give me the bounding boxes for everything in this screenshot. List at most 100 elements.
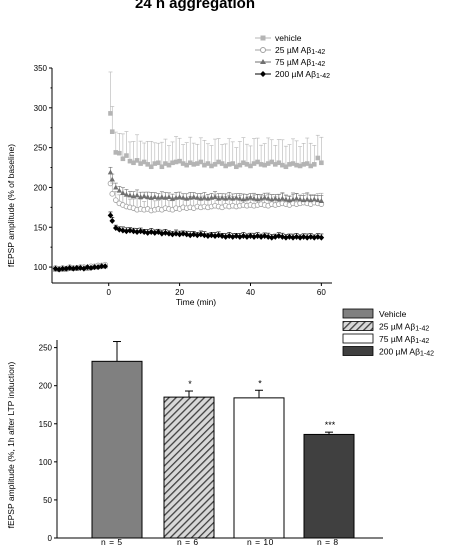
data-point (276, 160, 282, 166)
data-point (159, 164, 165, 170)
data-point (187, 160, 193, 166)
data-point (279, 195, 286, 201)
data-point (233, 194, 240, 200)
data-point (152, 194, 158, 199)
data-point (216, 159, 221, 165)
series-4 (52, 211, 325, 273)
data-point (212, 194, 218, 199)
y-tick-label: 200 (39, 382, 53, 391)
data-point (144, 229, 151, 236)
data-point (261, 233, 268, 240)
data-point (287, 162, 292, 167)
data-point (265, 233, 272, 240)
data-point (134, 192, 140, 198)
data-point (208, 232, 215, 239)
data-point (123, 228, 130, 235)
data-point (127, 227, 133, 234)
legend-label: 75 µM Aβ1-42 (275, 57, 325, 68)
data-point (315, 233, 321, 240)
legend-label: Vehicle (379, 309, 407, 319)
data-point (191, 162, 197, 167)
y-axis-label: fEPSP amplitude (%, 1h after LTP inducti… (6, 361, 16, 528)
data-point (297, 196, 303, 202)
data-point (283, 164, 289, 170)
significance-marker: * (258, 378, 262, 388)
data-point (120, 227, 126, 234)
data-point (268, 234, 275, 241)
data-point (116, 187, 123, 193)
data-point (283, 234, 289, 241)
y-tick-label: 50 (43, 496, 52, 505)
data-point (258, 162, 264, 167)
bar-3 (233, 397, 285, 539)
legend-swatch (342, 321, 374, 331)
x-axis-label: Time (min) (176, 297, 216, 307)
data-point (205, 161, 211, 166)
data-point (311, 196, 317, 202)
legend-swatch (342, 308, 374, 319)
data-point (195, 161, 200, 166)
time-course-plot: 100 150 200 250 300 350 0 20 40 60 Time (min) fEPSP… (6, 33, 332, 307)
data-point (134, 229, 140, 236)
x-tick-label: 60 (317, 288, 326, 297)
data-point (176, 231, 183, 238)
data-point (107, 169, 114, 175)
data-point (166, 194, 172, 199)
data-point (145, 162, 150, 167)
data-point (156, 160, 161, 166)
data-point (226, 194, 232, 200)
legend-marker (260, 35, 266, 41)
data-point (131, 160, 136, 166)
data-point (223, 163, 228, 169)
data-point (290, 161, 296, 166)
data-point (307, 233, 314, 240)
data-point (244, 162, 250, 167)
y-tick-label: 100 (34, 263, 48, 272)
data-point (205, 233, 211, 240)
data-point (194, 194, 201, 200)
data-point (215, 232, 222, 239)
data-point (109, 217, 116, 224)
data-point (219, 194, 225, 200)
data-point (269, 159, 275, 165)
data-point (66, 264, 73, 271)
data-point (173, 230, 179, 237)
data-point (120, 156, 126, 162)
n-label: n = 8 (317, 537, 339, 547)
y-tick-label: 150 (39, 420, 53, 429)
data-point (247, 194, 254, 200)
data-point (117, 150, 122, 156)
data-point (88, 264, 94, 271)
legend-label: vehicle (275, 33, 302, 43)
data-point (219, 233, 225, 240)
data-point (109, 176, 115, 182)
data-point (311, 234, 318, 241)
data-point (261, 194, 268, 200)
data-point (230, 161, 236, 166)
data-point (272, 195, 278, 201)
data-point (251, 195, 257, 201)
data-point (159, 194, 165, 199)
data-point (127, 192, 133, 198)
legend-swatch (342, 333, 374, 344)
data-point (233, 233, 240, 240)
legend-label: 75 µM Aβ1-42 (379, 334, 429, 345)
data-point (180, 161, 186, 166)
data-point (134, 158, 140, 163)
legend-marker (260, 47, 266, 53)
data-point (258, 233, 264, 240)
data-point (91, 264, 98, 271)
data-point (52, 265, 59, 272)
data-point (237, 233, 243, 240)
bar-1 (91, 360, 143, 539)
n-label: n = 10 (247, 537, 274, 547)
data-point (148, 164, 154, 170)
data-point (70, 265, 77, 272)
y-tick-label: 100 (39, 458, 53, 467)
legend-swatch (342, 346, 374, 356)
data-point (113, 150, 119, 155)
data-point (222, 233, 229, 240)
